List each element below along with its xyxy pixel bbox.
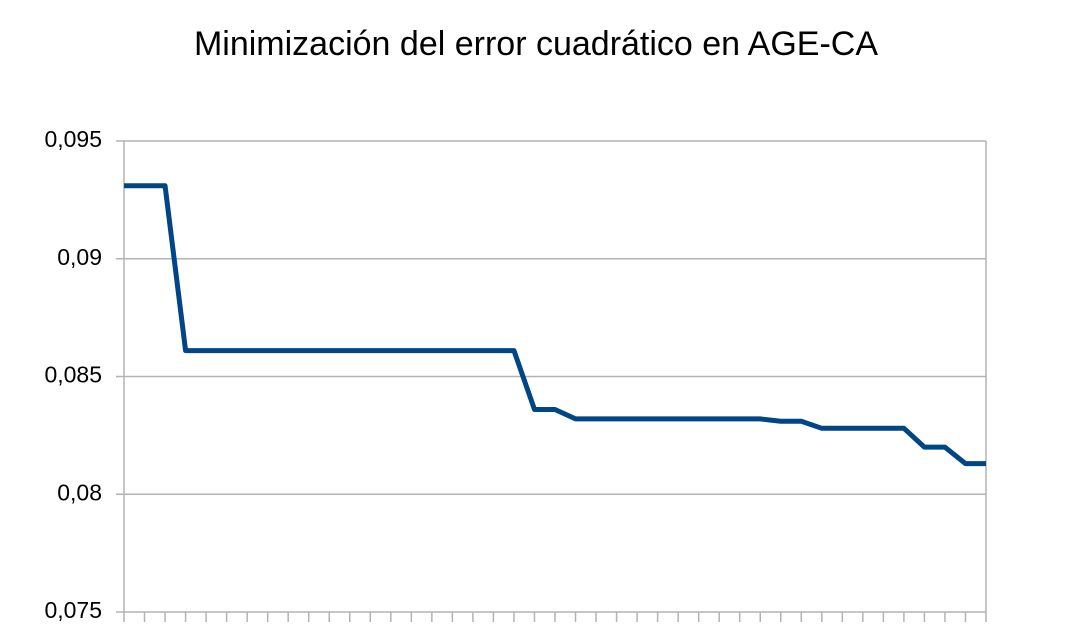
y-tick-label: 0,08 bbox=[57, 479, 102, 505]
y-tick-label: 0,085 bbox=[44, 362, 102, 388]
y-tick-label: 0,09 bbox=[57, 244, 102, 270]
chart-title: Minimización del error cuadrático en AGE… bbox=[194, 25, 878, 63]
y-tick-label: 0,095 bbox=[44, 126, 102, 152]
y-tick-label: 0,075 bbox=[44, 597, 102, 623]
data-line bbox=[124, 183, 986, 467]
